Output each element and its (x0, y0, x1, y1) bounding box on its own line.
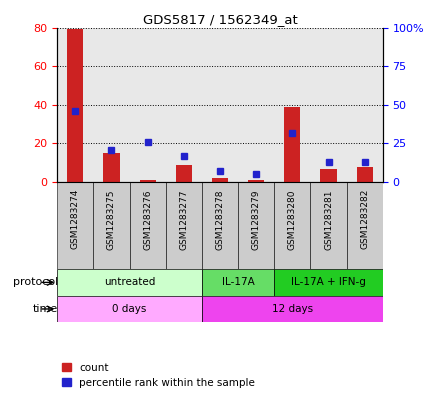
Legend: count, percentile rank within the sample: count, percentile rank within the sample (62, 363, 255, 388)
Text: GSM1283277: GSM1283277 (180, 189, 188, 250)
Text: 12 days: 12 days (272, 304, 313, 314)
Bar (248, 180, 264, 182)
Bar (103, 153, 120, 182)
Bar (356, 167, 373, 182)
Text: IL-17A + IFN-g: IL-17A + IFN-g (291, 277, 366, 287)
Text: GSM1283276: GSM1283276 (143, 189, 152, 250)
Bar (320, 169, 337, 182)
Bar (67, 29, 84, 182)
Bar (129, 28, 166, 182)
Text: untreated: untreated (104, 277, 155, 287)
Text: GSM1283278: GSM1283278 (216, 189, 224, 250)
Bar (176, 165, 192, 182)
Bar (202, 28, 238, 182)
Bar (57, 269, 202, 296)
Bar (202, 269, 274, 296)
Bar (57, 28, 93, 182)
Bar (57, 182, 93, 269)
Text: GSM1283280: GSM1283280 (288, 189, 297, 250)
Bar (212, 178, 228, 182)
Text: IL-17A: IL-17A (222, 277, 254, 287)
Bar (139, 180, 156, 182)
Text: GSM1283282: GSM1283282 (360, 189, 369, 250)
Bar (284, 107, 301, 182)
Text: GSM1283274: GSM1283274 (71, 189, 80, 250)
Bar (347, 28, 383, 182)
Bar (166, 182, 202, 269)
Bar (57, 296, 202, 322)
Text: GSM1283275: GSM1283275 (107, 189, 116, 250)
Bar (129, 182, 166, 269)
Bar (93, 182, 129, 269)
Text: GSM1283279: GSM1283279 (252, 189, 260, 250)
Bar (311, 28, 347, 182)
Bar (274, 182, 311, 269)
Bar (93, 28, 129, 182)
Bar (166, 28, 202, 182)
Bar (238, 28, 274, 182)
Bar (274, 28, 311, 182)
Text: time: time (33, 304, 58, 314)
Text: protocol: protocol (13, 277, 58, 287)
Text: 0 days: 0 days (112, 304, 147, 314)
Text: GSM1283281: GSM1283281 (324, 189, 333, 250)
Bar (311, 182, 347, 269)
Bar (202, 296, 383, 322)
Bar (238, 182, 274, 269)
Bar (274, 269, 383, 296)
Bar (347, 182, 383, 269)
Title: GDS5817 / 1562349_at: GDS5817 / 1562349_at (143, 13, 297, 26)
Bar (202, 182, 238, 269)
